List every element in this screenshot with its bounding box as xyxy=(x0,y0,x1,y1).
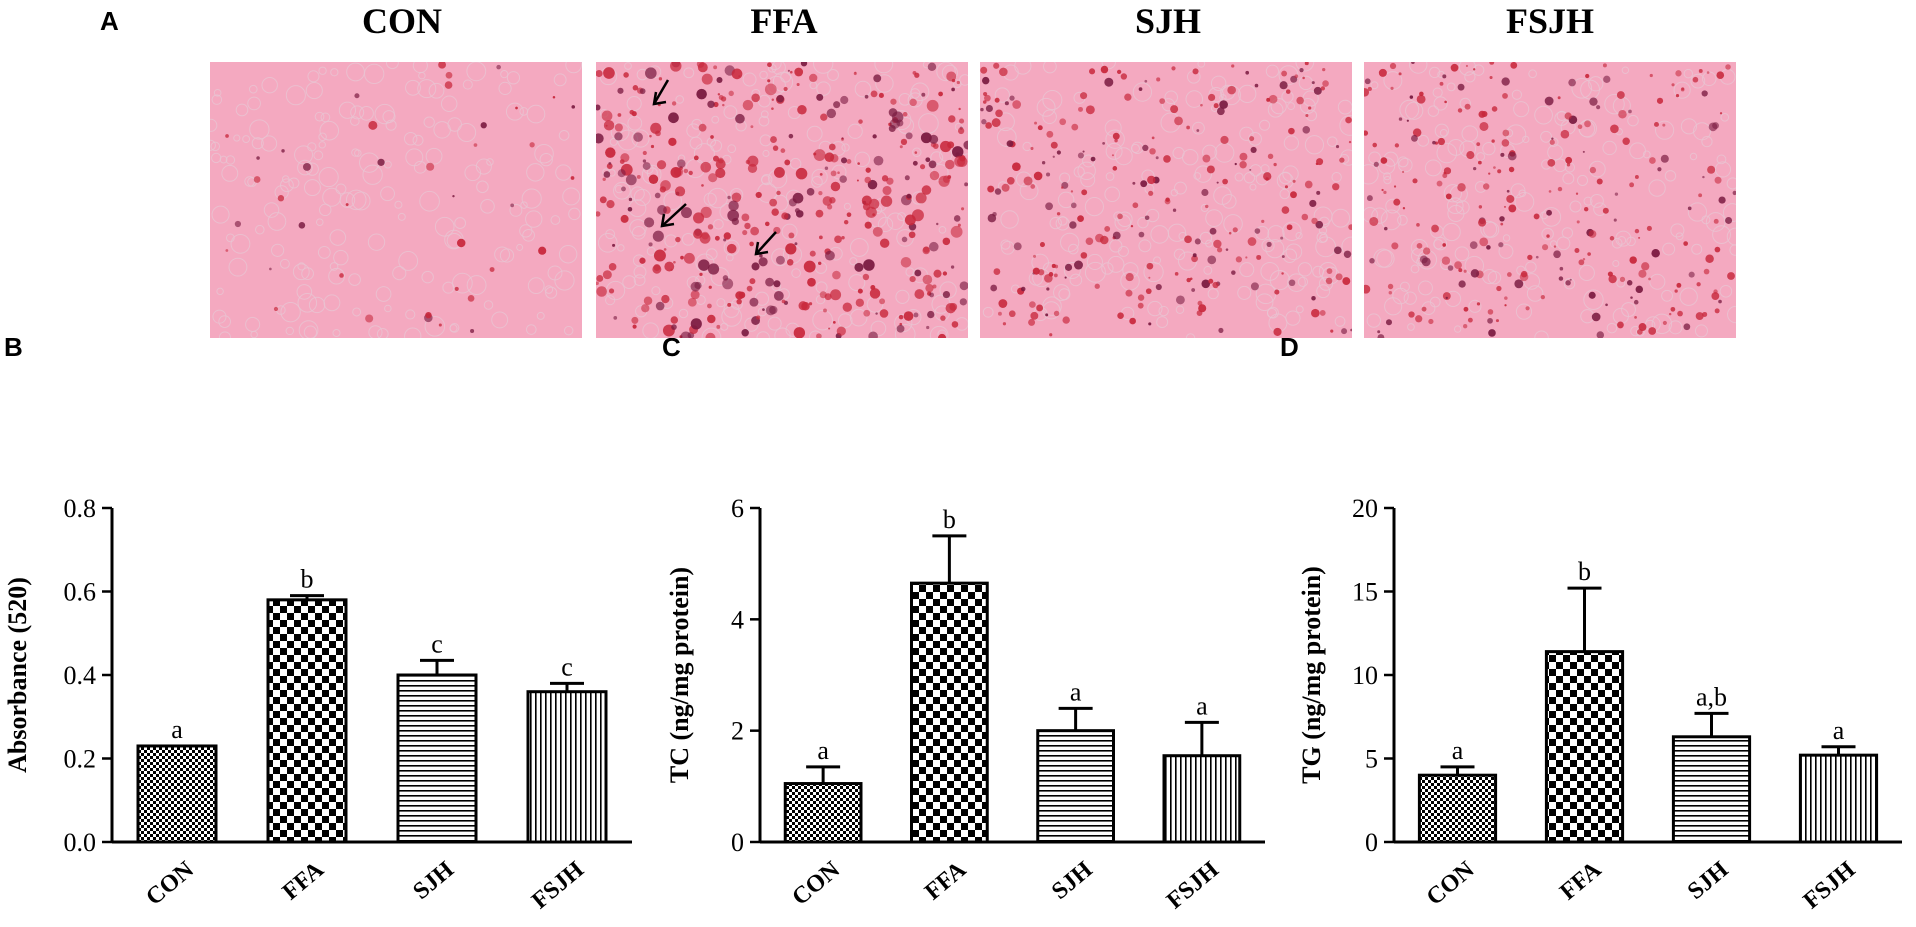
y-tick-label: 0.4 xyxy=(64,661,97,690)
micrograph-con xyxy=(210,62,582,338)
category-label: SJH xyxy=(1047,856,1098,904)
significance-label: c xyxy=(431,629,443,658)
significance-label: a xyxy=(1833,716,1845,745)
y-axis-title: Absorbance (520) xyxy=(3,577,32,773)
category-label: CON xyxy=(787,856,845,911)
category-label: SJH xyxy=(1683,856,1734,904)
y-tick-label: 0.2 xyxy=(64,745,97,774)
bar-ffa xyxy=(1544,650,1625,844)
category-label: FFA xyxy=(1555,856,1607,905)
micrograph-title-con: CON xyxy=(362,1,442,41)
y-tick-label: 0 xyxy=(1365,828,1378,857)
y-axis-title: TC (ng/mg protein) xyxy=(665,567,694,783)
y-tick-label: 2 xyxy=(731,717,744,746)
category-label: FFA xyxy=(278,856,330,905)
panel-letter-b: B xyxy=(4,332,23,362)
category-label: FSJH xyxy=(527,856,589,914)
category-label: FSJH xyxy=(1162,856,1224,914)
y-tick-label: 20 xyxy=(1352,494,1378,523)
significance-label: a xyxy=(1196,691,1208,720)
significance-label: a xyxy=(817,736,829,765)
panel-letter-d: D xyxy=(1280,332,1299,362)
category-label: CON xyxy=(1422,856,1480,911)
category-label: FFA xyxy=(920,856,972,905)
micrograph-ffa xyxy=(596,62,968,338)
bar-con xyxy=(1417,773,1498,844)
y-axis-title: TG (ng/mg protein) xyxy=(1297,566,1326,784)
panel-letter-a: A xyxy=(100,6,119,36)
y-tick-label: 4 xyxy=(731,605,744,634)
micrograph-title-ffa: FFA xyxy=(750,1,818,41)
y-tick-label: 5 xyxy=(1365,745,1378,774)
y-tick-label: 6 xyxy=(731,494,744,523)
significance-label: a xyxy=(1452,736,1464,765)
bar-sjh xyxy=(396,673,478,844)
category-label: FSJH xyxy=(1799,856,1861,914)
y-tick-label: 0.6 xyxy=(64,578,97,607)
y-tick-label: 0.8 xyxy=(64,494,97,523)
bar-ffa xyxy=(910,581,989,844)
bar-fsjh xyxy=(1798,753,1879,844)
micrograph-fsjh xyxy=(1364,62,1736,338)
significance-label: b xyxy=(943,505,956,534)
y-tick-label: 0 xyxy=(731,828,744,857)
significance-label: a,b xyxy=(1696,682,1727,711)
significance-label: a xyxy=(1070,677,1082,706)
chart-c-tc: 0 2 4 6 TC (ng/mg protein) a CON b FFA a SJH a FSJH xyxy=(665,494,1265,914)
micrograph-sjh xyxy=(980,62,1352,338)
significance-label: b xyxy=(301,565,314,594)
category-label: CON xyxy=(141,856,199,911)
bar-fsjh xyxy=(1162,754,1242,844)
bar-ffa xyxy=(266,598,348,844)
bar-con xyxy=(783,782,863,844)
y-tick-label: 10 xyxy=(1352,661,1378,690)
significance-label: c xyxy=(561,652,573,681)
y-tick-label: 0.0 xyxy=(64,828,97,857)
bar-fsjh xyxy=(526,690,608,844)
y-tick-label: 15 xyxy=(1352,578,1378,607)
panel-letter-c: C xyxy=(662,332,681,362)
significance-label: a xyxy=(171,715,183,744)
bar-sjh xyxy=(1671,735,1752,844)
bar-sjh xyxy=(1036,729,1115,844)
significance-label: b xyxy=(1578,557,1591,586)
bar-con xyxy=(136,744,218,844)
micrograph-title-sjh: SJH xyxy=(1134,1,1202,41)
category-label: SJH xyxy=(408,856,459,904)
chart-d-tg: 0 5 10 15 20 TG (ng/mg protein) a CON b FFA a,b SJH… xyxy=(1297,494,1902,914)
micrograph-title-fsjh: FSJH xyxy=(1505,1,1594,41)
chart-b-absorbance: 0.0 0.2 0.4 0.6 0.8 Absorbance (520) a CON b FFA c… xyxy=(3,494,632,914)
